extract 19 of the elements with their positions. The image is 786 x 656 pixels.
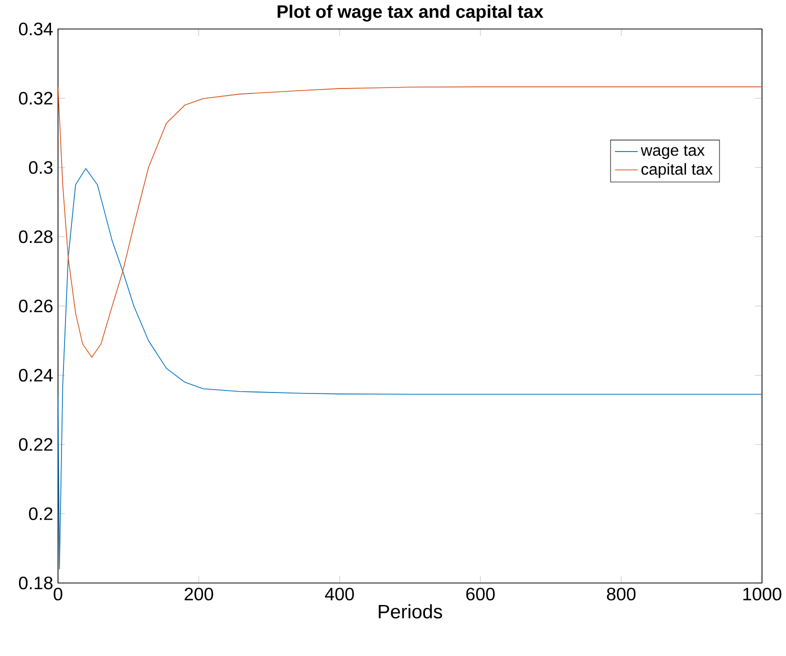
y-tick-label: 0.26 bbox=[18, 300, 53, 312]
y-tick-label: 0.18 bbox=[18, 576, 53, 590]
x-tick-label: 400 bbox=[325, 588, 354, 600]
y-tick-label: 0.32 bbox=[18, 92, 52, 105]
x-axis-title: Periods bbox=[378, 604, 442, 618]
x-tick-label: 800 bbox=[606, 588, 636, 600]
legend-label: wage tax bbox=[640, 145, 705, 160]
y-tick-label: 0.2 bbox=[28, 507, 52, 520]
y-tick-label: 0.34 bbox=[18, 22, 53, 36]
y-tick-label: 0.3 bbox=[28, 161, 53, 174]
x-tick-label: 1000 bbox=[743, 588, 782, 600]
y-tick-label: 0.22 bbox=[18, 438, 52, 451]
x-tick-label: 0 bbox=[54, 588, 62, 600]
y-tick-label: 0.24 bbox=[18, 368, 53, 382]
x-tick-label: 600 bbox=[466, 588, 495, 600]
legend-label: capital tax bbox=[641, 163, 713, 178]
y-tick-label: 0.28 bbox=[18, 230, 53, 244]
x-tick-label: 200 bbox=[184, 588, 214, 600]
chart-title: Plot of wage tax and capital tax bbox=[278, 4, 544, 22]
